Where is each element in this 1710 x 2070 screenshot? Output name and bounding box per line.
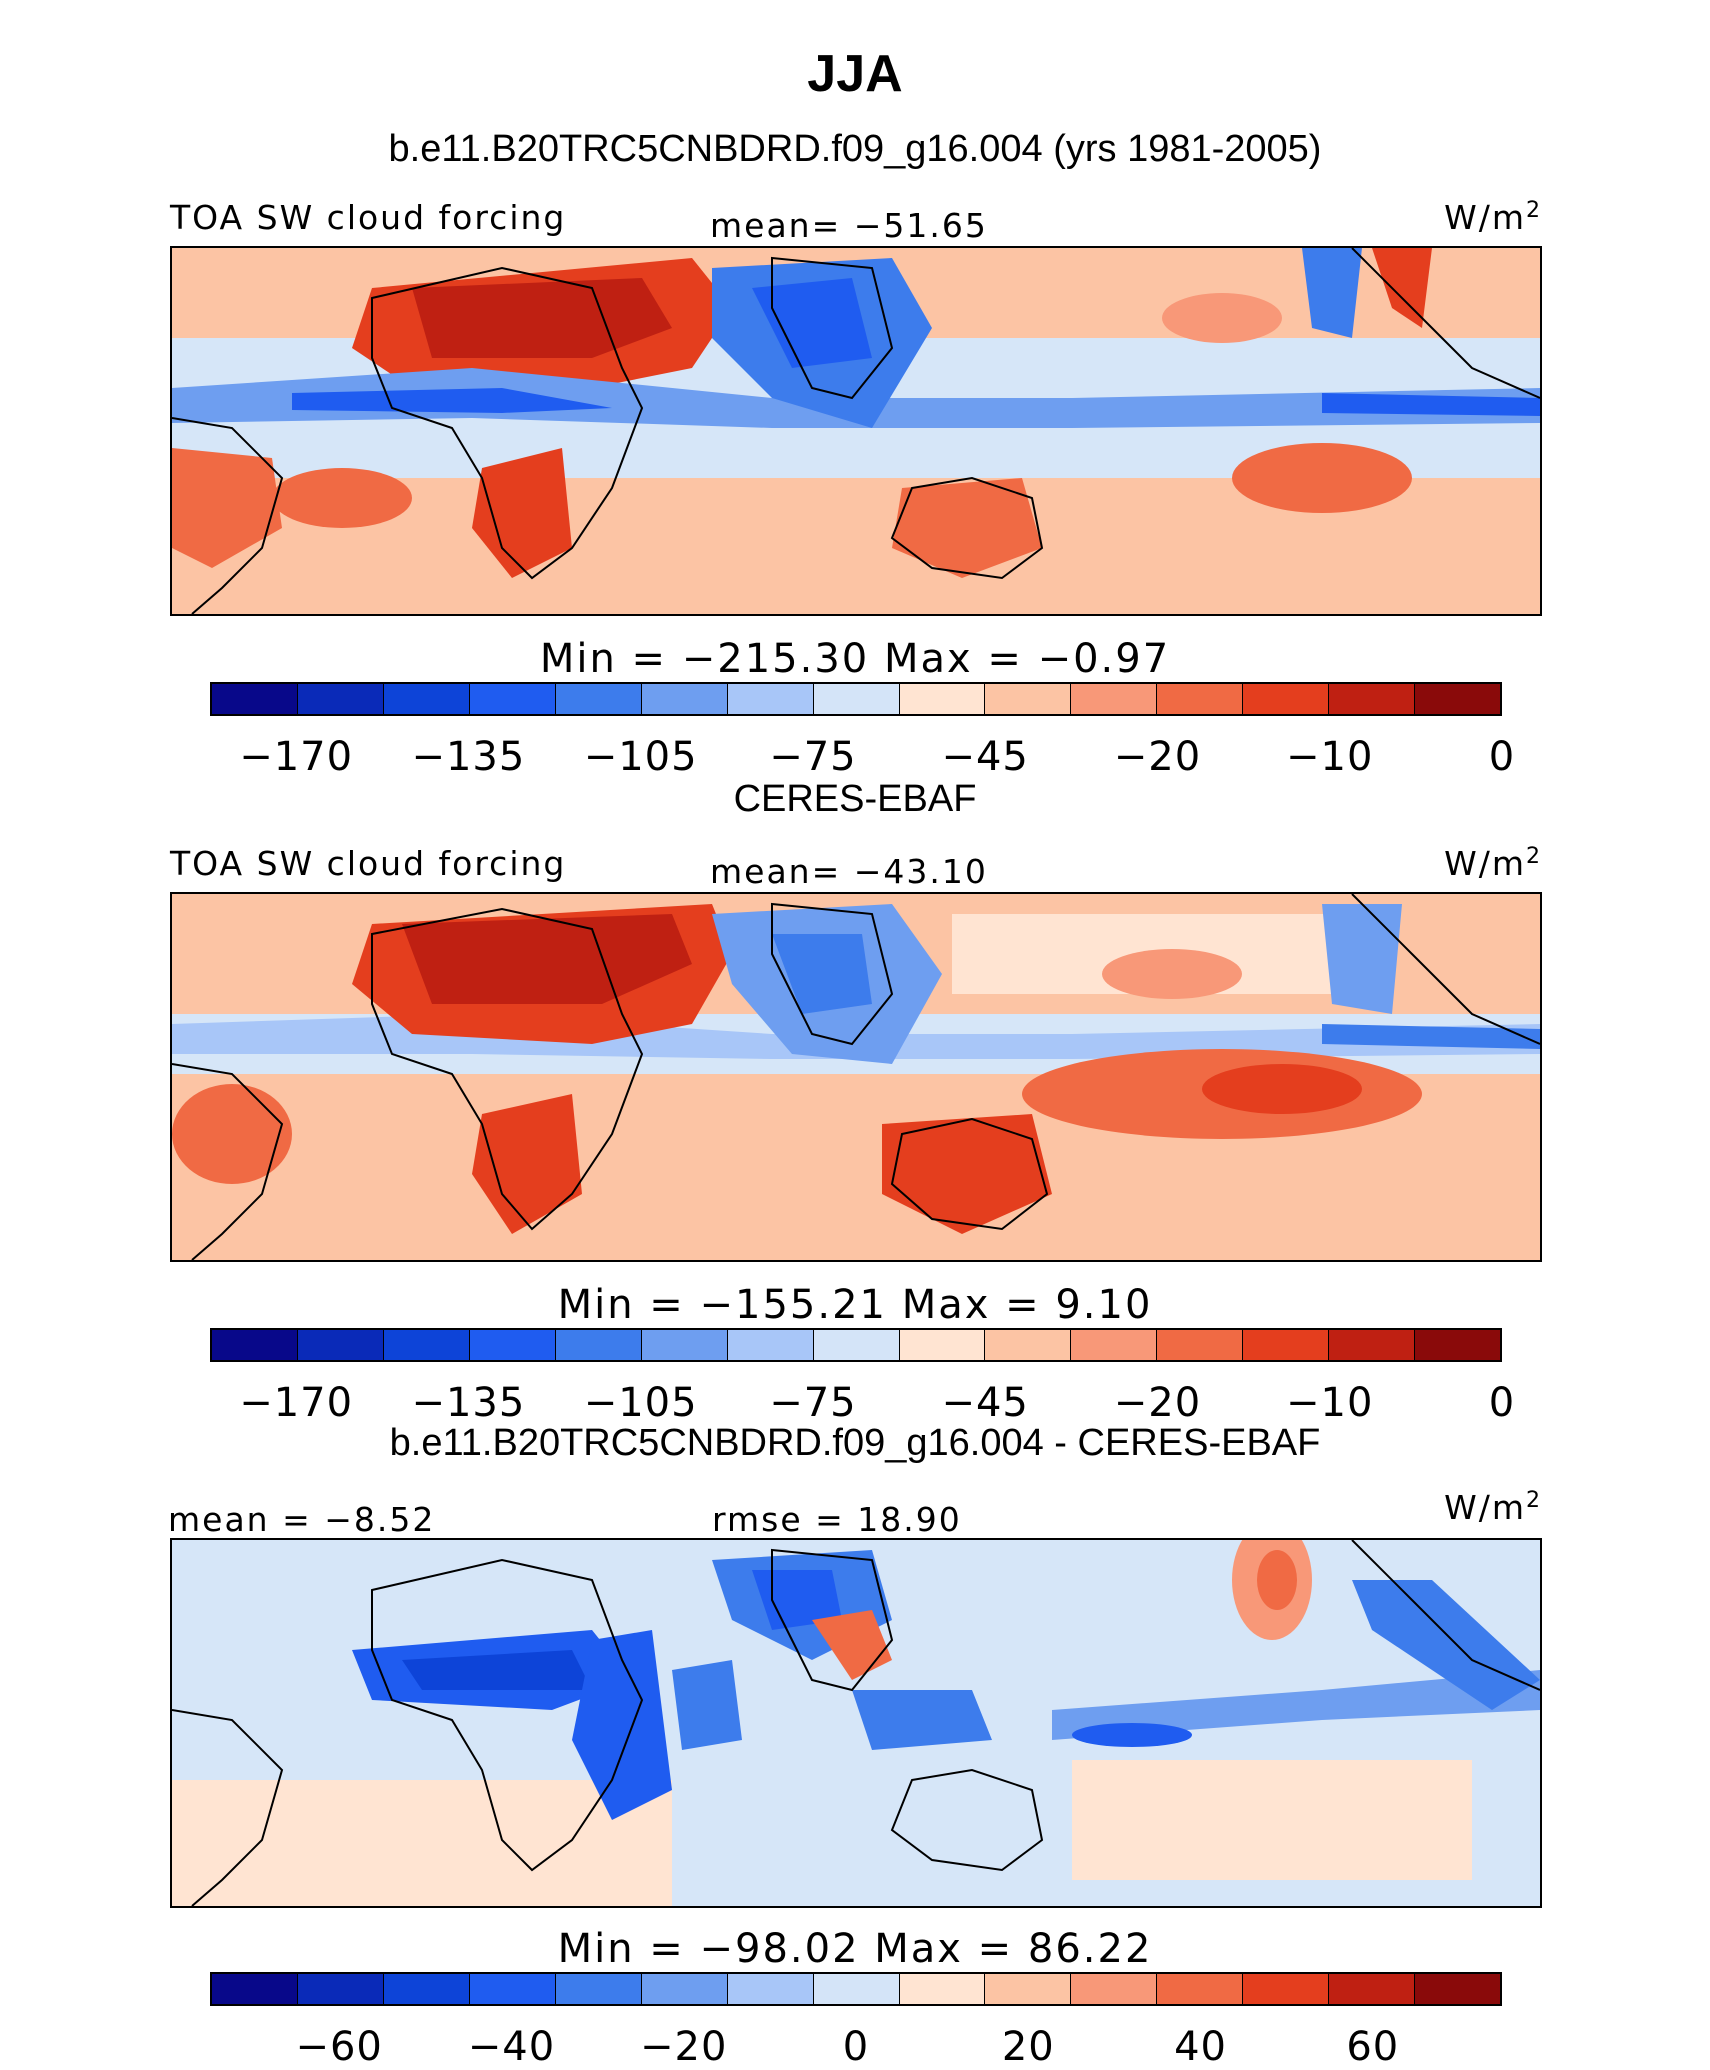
panel-2-title: CERES-EBAF	[733, 778, 977, 820]
panel-3-units: W/m2	[1444, 1488, 1542, 1527]
colorbar-swatch	[555, 1330, 642, 1360]
colorbar-tick-label: 0	[1488, 1380, 1516, 1426]
colorbar-swatch	[641, 1974, 728, 2004]
panel-1-colorbar	[210, 682, 1502, 716]
colorbar-tick-label: −105	[583, 734, 698, 780]
colorbar-swatch	[641, 684, 728, 714]
colorbar-tick-label: −105	[583, 1380, 698, 1426]
colorbar-swatch	[383, 1974, 470, 2004]
panel-2-map	[170, 892, 1542, 1262]
panel-1-title: b.e11.B20TRC5CNBDRD.f09_g16.004 (yrs 198…	[388, 128, 1322, 170]
colorbar-swatch	[1157, 684, 1244, 714]
colorbar-tick-label: −20	[1113, 734, 1202, 780]
colorbar-swatch	[727, 684, 814, 714]
colorbar-tick-label: −170	[239, 1380, 354, 1426]
colorbar-swatch	[212, 1330, 298, 1360]
panel-1-minmax: Min = −215.30 Max = −0.97	[539, 636, 1171, 682]
panel-3-map	[170, 1538, 1542, 1908]
colorbar-swatch	[985, 1974, 1072, 2004]
colorbar-tick-label: −60	[295, 2024, 383, 2070]
colorbar-swatch	[469, 684, 556, 714]
colorbar-swatch	[212, 1974, 298, 2004]
colorbar-swatch	[1071, 684, 1158, 714]
colorbar-tick-label: 0	[842, 2024, 870, 2070]
colorbar-swatch	[985, 1330, 1072, 1360]
colorbar-swatch	[469, 1330, 556, 1360]
colorbar-swatch	[383, 1330, 470, 1360]
colorbar-swatch	[297, 684, 384, 714]
colorbar-swatch	[212, 684, 298, 714]
colorbar-swatch	[555, 684, 642, 714]
page-title: JJA	[807, 45, 903, 103]
colorbar-tick-label: −10	[1286, 734, 1374, 780]
panel-1-map	[170, 246, 1542, 616]
panel-3-mean-label: mean = −8.52	[168, 1500, 436, 1539]
colorbar-swatch	[813, 1330, 900, 1360]
colorbar-swatch	[1415, 1974, 1501, 2004]
colorbar-tick-label: 60	[1346, 2024, 1400, 2070]
colorbar-swatch	[1243, 1974, 1330, 2004]
panel-2-mean-label: mean= −43.10	[710, 852, 988, 891]
colorbar-swatch	[1157, 1330, 1244, 1360]
colorbar-tick-label: −40	[467, 2024, 556, 2070]
colorbar-tick-label: −45	[941, 1380, 1029, 1426]
colorbar-tick-label: 40	[1174, 2024, 1227, 2070]
colorbar-swatch	[469, 1974, 556, 2004]
colorbar-swatch	[641, 1330, 728, 1360]
panel-3-minmax: Min = −98.02 Max = 86.22	[557, 1926, 1153, 1972]
colorbar-swatch	[813, 684, 900, 714]
colorbar-swatch	[1243, 1330, 1330, 1360]
panel-1-mean-label: mean= −51.65	[710, 206, 988, 245]
colorbar-tick-label: 20	[1001, 2024, 1055, 2070]
colorbar-tick-label: −170	[239, 734, 354, 780]
colorbar-swatch	[813, 1974, 900, 2004]
colorbar-tick-label: 0	[1488, 734, 1516, 780]
panel-1-variable-label: TOA SW cloud forcing	[170, 198, 567, 237]
colorbar-swatch	[1071, 1974, 1158, 2004]
colorbar-swatch	[555, 1974, 642, 2004]
colorbar-swatch	[1415, 1330, 1501, 1360]
colorbar-tick-label: −45	[941, 734, 1029, 780]
panel-1-units: W/m2	[1444, 198, 1542, 237]
panel-2-variable-label: TOA SW cloud forcing	[170, 844, 567, 883]
colorbar-swatch	[899, 1974, 986, 2004]
colorbar-tick-label: −10	[1286, 1380, 1374, 1426]
colorbar-swatch	[1329, 1974, 1416, 2004]
colorbar-tick-label: −135	[411, 1380, 526, 1426]
colorbar-tick-label: −135	[411, 734, 526, 780]
panel-2-minmax: Min = −155.21 Max = 9.10	[557, 1282, 1153, 1328]
colorbar-swatch	[899, 684, 986, 714]
colorbar-swatch	[1329, 1330, 1416, 1360]
colorbar-swatch	[1243, 684, 1330, 714]
colorbar-swatch	[1071, 1330, 1158, 1360]
panel-3-rmse-label: rmse = 18.90	[712, 1500, 962, 1539]
colorbar-tick-label: −75	[769, 1380, 857, 1426]
panel-2-colorbar	[210, 1328, 1502, 1362]
colorbar-tick-label: −20	[1113, 1380, 1202, 1426]
colorbar-swatch	[383, 684, 470, 714]
panel-3-colorbar	[210, 1972, 1502, 2006]
colorbar-swatch	[1415, 684, 1501, 714]
colorbar-swatch	[297, 1330, 384, 1360]
colorbar-swatch	[985, 684, 1072, 714]
panel-2-units: W/m2	[1444, 844, 1542, 883]
colorbar-swatch	[297, 1974, 384, 2004]
colorbar-swatch	[727, 1974, 814, 2004]
panel-3-title: b.e11.B20TRC5CNBDRD.f09_g16.004 - CERES-…	[389, 1422, 1321, 1464]
colorbar-swatch	[1329, 684, 1416, 714]
colorbar-swatch	[727, 1330, 814, 1360]
colorbar-tick-label: −75	[769, 734, 857, 780]
colorbar-tick-label: −20	[640, 2024, 728, 2070]
colorbar-swatch	[899, 1330, 986, 1360]
colorbar-swatch	[1157, 1974, 1244, 2004]
